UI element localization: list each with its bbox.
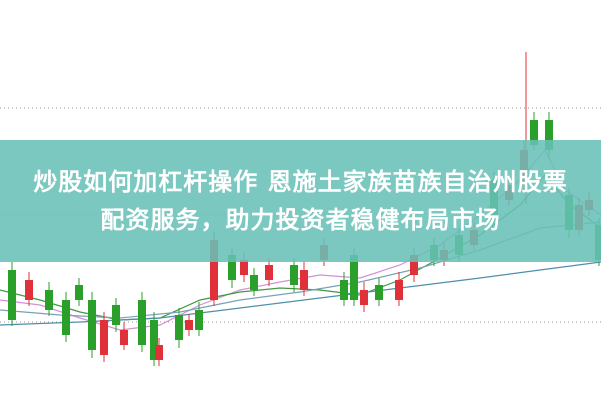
- candle-body: [8, 270, 16, 320]
- title-line: 炒股如何加杠杆操作 恩施土家族苗族自治州股票: [33, 168, 568, 196]
- candle-body: [545, 120, 553, 150]
- candle-body: [250, 275, 258, 290]
- candle-body: [265, 265, 273, 280]
- candle-body: [375, 285, 383, 300]
- candle-body: [88, 300, 96, 350]
- candle-body: [25, 280, 33, 300]
- candle-body: [350, 255, 358, 300]
- candle-body: [150, 320, 158, 360]
- candle-body: [120, 330, 128, 345]
- candle-body: [395, 280, 403, 300]
- title-banner: 炒股如何加杠杆操作 恩施土家族苗族自治州股票 配资服务，助力投资者稳健布局市场: [0, 140, 601, 262]
- candle-body: [175, 315, 183, 340]
- candle-body: [112, 305, 120, 325]
- candle-body: [300, 270, 308, 290]
- candle-body: [360, 290, 368, 305]
- candle-body: [195, 310, 203, 330]
- candle-body: [155, 345, 163, 360]
- candle-body: [228, 255, 236, 280]
- candle-body: [240, 260, 248, 275]
- candle-body: [138, 300, 146, 345]
- candle-body: [340, 280, 348, 300]
- candle-body: [62, 300, 70, 335]
- candle-body: [45, 290, 53, 310]
- candle-body: [100, 320, 108, 355]
- candle-body: [410, 255, 418, 275]
- candle-body: [290, 265, 298, 285]
- candle-body: [75, 285, 83, 300]
- candle-body: [530, 120, 538, 145]
- candle-body: [210, 240, 218, 300]
- title-line: 配资服务，助力投资者稳健布局市场: [100, 206, 501, 234]
- candle-body: [185, 320, 193, 330]
